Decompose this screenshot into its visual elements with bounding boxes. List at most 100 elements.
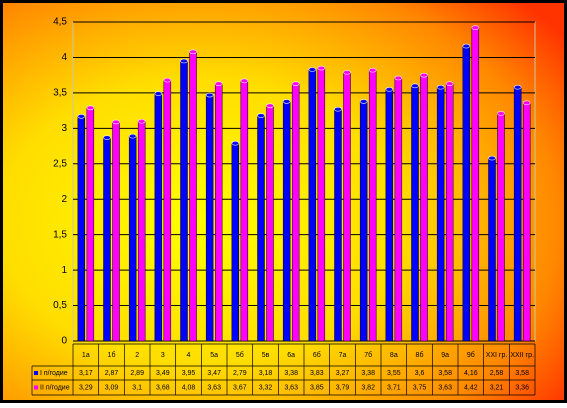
bar-cap xyxy=(180,58,188,64)
bar xyxy=(112,121,120,342)
bar-cap xyxy=(436,84,445,90)
bar xyxy=(154,93,163,342)
bar xyxy=(266,105,274,342)
bar-cap xyxy=(103,135,111,140)
x-tick-label: 7а xyxy=(339,352,347,359)
bar xyxy=(359,101,368,342)
bar-cap xyxy=(359,99,368,104)
bar xyxy=(462,45,471,342)
table-value: 3,29 xyxy=(79,384,93,391)
bar xyxy=(522,102,531,342)
table-value: 3,27 xyxy=(336,370,350,377)
bar-cap xyxy=(240,78,249,84)
x-tick-label: 6б xyxy=(313,351,321,359)
bar-cap xyxy=(471,25,480,30)
bar-cap xyxy=(394,75,403,81)
bar xyxy=(513,86,522,342)
bar xyxy=(497,113,505,342)
bar-cap xyxy=(189,49,197,55)
legend-label: II п/годие xyxy=(40,384,70,391)
bar-cap xyxy=(112,119,120,125)
bar xyxy=(77,116,86,342)
x-tick-label: 3 xyxy=(161,352,165,359)
x-tick-label: 5а xyxy=(210,352,218,359)
table-value: 3,38 xyxy=(284,370,298,377)
bar xyxy=(445,83,454,342)
bar-cap xyxy=(445,81,454,86)
x-tick-label: 5в xyxy=(262,352,270,359)
x-tick-label: 4 xyxy=(187,352,191,359)
bar xyxy=(394,77,403,342)
x-tick-label: XXI гр. xyxy=(486,352,508,359)
y-tick-label: 0 xyxy=(61,336,67,347)
table-value: 3,71 xyxy=(387,384,401,391)
bar-cap xyxy=(266,103,274,108)
y-tick-label: 3,5 xyxy=(53,88,67,99)
bar xyxy=(137,120,146,342)
table-value: 2,79 xyxy=(233,370,247,377)
bar-cap xyxy=(137,118,146,124)
bar-cap xyxy=(497,111,505,116)
y-tick-label: 2,5 xyxy=(53,158,67,169)
bar-cap xyxy=(282,99,291,104)
bar xyxy=(411,85,419,342)
bar xyxy=(189,51,197,342)
y-tick-label: 3 xyxy=(61,123,67,134)
table-value: 4,08 xyxy=(182,384,196,391)
table-value: 3,83 xyxy=(310,370,324,377)
bar-cap xyxy=(86,105,95,111)
table-value: 3,67 xyxy=(233,384,247,391)
bar xyxy=(282,101,291,342)
table-value: 3,63 xyxy=(207,384,221,391)
table-value: 3,82 xyxy=(361,384,375,391)
bar-cap xyxy=(154,91,163,96)
table-value: 3,32 xyxy=(259,384,273,391)
bar xyxy=(334,108,342,342)
table-value: 3,1 xyxy=(132,384,142,391)
bar xyxy=(240,80,249,342)
x-tick-label: 9б xyxy=(467,351,475,359)
table-value: 3,85 xyxy=(310,384,324,391)
bar-cap xyxy=(343,70,351,75)
bar-cap xyxy=(257,113,265,118)
bar xyxy=(368,69,377,342)
legend-swatch xyxy=(34,371,38,375)
table-value: 3,68 xyxy=(156,384,170,391)
y-tick-label: 4,5 xyxy=(53,17,67,28)
bar xyxy=(471,27,480,342)
table-value: 3,18 xyxy=(259,370,273,377)
table-value: 3,58 xyxy=(515,370,529,377)
bar xyxy=(103,137,111,342)
y-tick-label: 4 xyxy=(61,52,67,63)
bar xyxy=(385,89,394,342)
table-value: 3,55 xyxy=(387,370,401,377)
x-tick-label: 2 xyxy=(135,352,139,359)
table-value: 2,58 xyxy=(490,370,504,377)
x-tick-label: 1б xyxy=(108,351,116,359)
x-tick-label: 9а xyxy=(441,352,449,359)
table-value: 3,38 xyxy=(361,370,375,377)
bar xyxy=(180,60,188,342)
x-tick-label: 1а xyxy=(82,352,90,359)
bar xyxy=(86,107,95,342)
bar-cap xyxy=(214,81,223,86)
bar-cap xyxy=(205,92,214,98)
table-value: 3,49 xyxy=(156,370,170,377)
bar xyxy=(317,67,326,342)
table-value: 3,95 xyxy=(182,370,196,377)
table-value: 3,36 xyxy=(515,384,529,391)
x-tick-label: 7б xyxy=(364,351,372,359)
table-value: 2,87 xyxy=(105,370,119,377)
bar-cap xyxy=(308,67,317,72)
y-tick-label: 1,5 xyxy=(53,229,67,240)
table-value: 4,42 xyxy=(464,384,478,391)
x-tick-label: 5б xyxy=(236,351,244,359)
legend-swatch xyxy=(34,385,38,390)
bar-cap xyxy=(334,106,342,112)
x-tick-label: 8б xyxy=(416,351,424,359)
y-tick-label: 2 xyxy=(61,194,67,205)
bar-cap xyxy=(163,77,172,83)
bar-cap xyxy=(385,87,394,92)
table-value: 3,47 xyxy=(207,370,221,377)
bar-cap xyxy=(368,67,377,73)
